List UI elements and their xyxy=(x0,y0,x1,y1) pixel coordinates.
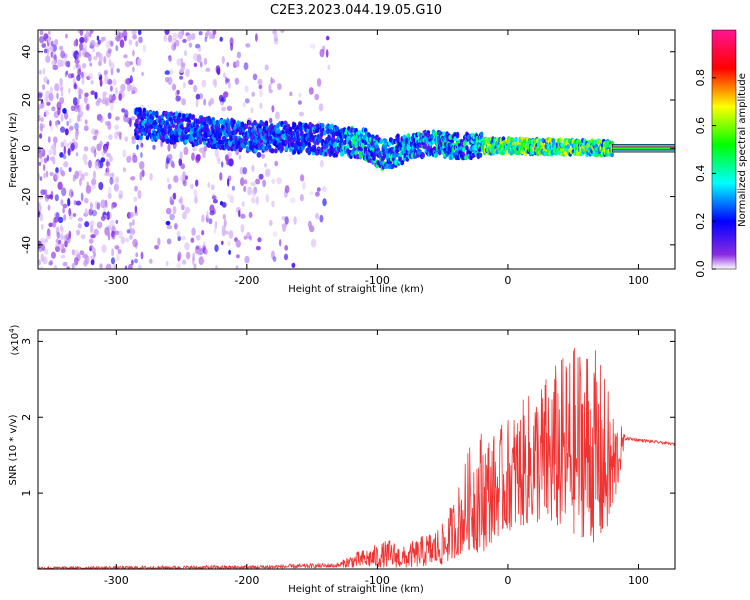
y-tick-label: 1 xyxy=(20,490,33,497)
colorbar-tick-label: 0.4 xyxy=(694,165,707,183)
y-tick-label: 20 xyxy=(20,93,33,107)
x-tick-label: -200 xyxy=(234,574,259,587)
colorbar-label: Normalized spectral amplitude xyxy=(737,73,748,227)
x-tick-label: 100 xyxy=(628,574,649,587)
colorbar-tick-label: 0.6 xyxy=(694,117,707,135)
spectrogram-heatmap xyxy=(38,30,675,269)
figure-title: C2E3.2023.044.19.05.G10 xyxy=(270,3,442,18)
colorbar-gradient xyxy=(711,29,737,270)
x-tick-label: 0 xyxy=(504,274,511,287)
spectrogram-xlabel: Height of straight line (km) xyxy=(288,284,424,295)
colorbar-tick-label: 0.2 xyxy=(694,212,707,230)
snr-ylabel: SNR (10 * v/v) xyxy=(8,414,19,485)
spectrogram-frame xyxy=(37,29,676,270)
spectrogram-ylabel: Frequency (Hz) xyxy=(8,112,19,188)
y-tick-label: 2 xyxy=(20,414,33,421)
colorbar-tick-label: 0.0 xyxy=(694,260,707,278)
x-tick-label: -100 xyxy=(365,274,390,287)
snr-panel: -300 -200 -100 0 100 1 2 3 Height of straight l… xyxy=(8,324,676,595)
snr-axes: -300 -200 -100 0 100 1 2 3 xyxy=(20,330,675,587)
y-tick-label: 0 xyxy=(20,145,33,152)
y-tick-label: -20 xyxy=(20,188,33,206)
x-tick-label: -200 xyxy=(234,274,259,287)
colorbar: 0.0 0.2 0.4 0.6 0.8 Normalized spectral ampl… xyxy=(694,29,748,278)
snr-xlabel: Height of straight line (km) xyxy=(288,584,424,595)
snr-frame xyxy=(37,329,676,570)
x-tick-label: -100 xyxy=(365,574,390,587)
colorbar-ticks: 0.0 0.2 0.4 0.6 0.8 xyxy=(694,69,716,278)
snr-series-line xyxy=(38,348,675,569)
snr-line xyxy=(38,348,675,569)
x-tick-label: -300 xyxy=(104,574,129,587)
snr-multiplier: (x104) xyxy=(8,324,21,355)
y-tick-label: -40 xyxy=(20,236,33,254)
x-tick-label: 0 xyxy=(504,574,511,587)
y-tick-label: 3 xyxy=(20,338,33,345)
y-tick-label: 40 xyxy=(20,45,33,59)
x-tick-label: -300 xyxy=(104,274,129,287)
colorbar-tick-label: 0.8 xyxy=(694,69,707,87)
x-tick-label: 100 xyxy=(628,274,649,287)
